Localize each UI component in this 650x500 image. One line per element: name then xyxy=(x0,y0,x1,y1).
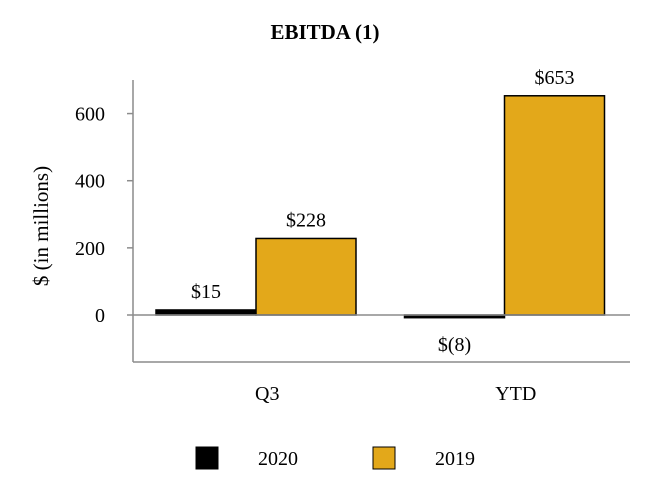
data-label: $653 xyxy=(535,67,575,89)
bar xyxy=(503,95,606,316)
data-label: $(8) xyxy=(438,334,471,356)
chart-title: EBITDA (1) xyxy=(270,20,380,44)
y-tick-label: 400 xyxy=(75,171,105,193)
bar xyxy=(255,237,357,316)
x-tick-label: YTD xyxy=(495,383,536,405)
y-axis-title: $ (in millions) xyxy=(29,166,53,286)
legend-label: 2019 xyxy=(435,448,475,470)
y-tick-label: 0 xyxy=(95,305,105,327)
y-tick-label: 600 xyxy=(75,104,105,126)
legend-label: 2020 xyxy=(258,448,298,470)
data-label: $15 xyxy=(191,281,221,303)
x-tick-label: Q3 xyxy=(255,383,279,405)
legend-swatch xyxy=(372,446,396,470)
legend-swatch xyxy=(195,446,219,470)
bar xyxy=(155,309,257,316)
y-tick-label: 200 xyxy=(75,238,105,260)
data-label: $228 xyxy=(286,209,326,231)
